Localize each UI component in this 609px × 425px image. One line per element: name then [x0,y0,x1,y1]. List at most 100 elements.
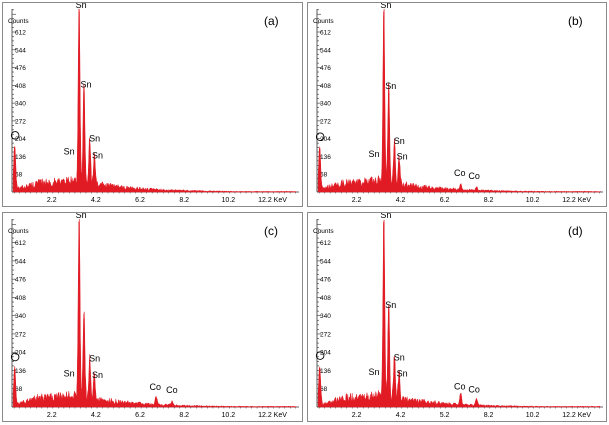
y-tick-label: 136 [320,154,331,161]
y-tick-label: 68 [15,172,23,179]
x-tick-label: 12.2 KeV [258,412,287,419]
peak-label-sn: Sn [76,213,87,220]
eds-spectrum-panel-c: Counts 612 544 476 408 340 272 204 136 68 2.2 4.2 6.… [2,212,303,422]
peak-label-sn: Sn [64,146,75,156]
eds-spectrum-panel-a: Counts 612 544 476 408 340 272 204 136 68 2.2 4.2 6.… [2,2,303,207]
y-tick-label: 408 [15,295,26,302]
eds-spectrum-panel-d: Counts 612 544 476 408 340 272 204 136 68 2.2 4.2 5.… [307,212,607,422]
y-tick-label: 204 [15,136,26,143]
peak-label-sn: Sn [394,352,405,362]
x-tick-label: 10.2 [222,412,236,419]
x-tick-label: 8.2 [484,197,494,204]
y-tick-label: 612 [15,240,26,247]
x-tick-label: 12.2 KeV [258,197,287,204]
peak-label-sn: Sn [80,80,91,90]
x-tick-label: 10.2 [222,197,236,204]
y-tick-label: 408 [320,295,331,302]
y-tick-label: 136 [15,368,26,375]
y-tick-label: 612 [320,240,331,247]
eds-spectrum-c-plot: Counts 612 544 476 408 340 272 204 136 68 2.2 4.2 6.… [8,213,299,419]
eds-spectrum-panel-b: Counts 612 544 476 408 340 272 204 136 68 2.2 4.2 6.… [307,2,607,207]
y-tick-label: 204 [320,136,331,143]
panel-letter-label: (b) [568,14,583,28]
x-tick-label: 12.2 KeV [562,412,591,419]
y-tick-label: 68 [320,386,328,393]
peak-label-o: O [13,356,18,362]
panel-letter-label: (c) [264,224,278,238]
y-tick-label: 340 [320,313,331,320]
peak-label-co: Co [468,171,480,181]
x-tick-label: 6.2 [135,412,145,419]
x-tick-label: 8.2 [179,412,189,419]
y-axis-title: Counts [313,228,334,235]
peak-label-sn: Sn [397,368,408,378]
y-tick-label: 544 [15,47,26,54]
eds-spectrum-a-plot: Counts 612 544 476 408 340 272 204 136 68 2.2 4.2 6.… [8,3,299,204]
x-tick-label: 6.2 [135,197,145,204]
peak-label-sn: Sn [89,354,100,364]
y-tick-label: 204 [15,350,26,357]
x-tick-label: 2.2 [352,412,362,419]
peak-label-o: O [318,135,323,141]
x-tick-label: 8.2 [179,197,189,204]
eds-spectrum-d-plot: Counts 612 544 476 408 340 272 204 136 68 2.2 4.2 5.… [313,213,603,419]
y-tick-label: 544 [320,47,331,54]
peak-label-sn: Sn [92,150,103,160]
x-tick-label: 2.2 [47,197,57,204]
peak-label-co: Co [166,385,178,395]
y-tick-label: 544 [320,258,331,265]
x-tick-label: 4.2 [91,412,101,419]
spectrum-area [317,8,601,193]
y-tick-label: 408 [15,83,26,90]
y-tick-label: 476 [320,65,331,72]
oxygen-label-circle [315,351,325,360]
y-tick-label: 340 [320,101,331,108]
peak-label-sn: Sn [385,81,396,91]
x-tick-label: 2.2 [352,197,362,204]
peak-label-co: Co [454,168,466,178]
eds-spectrum-b-plot: Counts 612 544 476 408 340 272 204 136 68 2.2 4.2 6.… [313,3,603,204]
y-tick-label: 272 [15,331,26,338]
x-tick-label: 4.2 [91,197,101,204]
y-tick-label: 612 [320,30,331,37]
peak-label-co: Co [150,382,162,392]
peak-label-sn: Sn [380,213,391,220]
y-tick-label: 68 [320,172,328,179]
peak-label-sn: Sn [368,367,379,377]
y-tick-label: 408 [320,83,331,90]
y-tick-label: 544 [15,258,26,265]
y-tick-label: 340 [15,101,26,108]
peak-label-o: O [318,354,323,360]
x-tick-label: 10.2 [526,197,540,204]
peak-label-sn: Sn [92,370,103,380]
y-tick-label: 272 [15,118,26,125]
y-tick-label: 272 [320,331,331,338]
spectrum-area [12,218,297,408]
y-tick-label: 476 [320,277,331,284]
y-tick-label: 68 [15,386,23,393]
x-tick-label: 10.2 [526,412,540,419]
peak-label-sn: Sn [397,152,408,162]
peak-label-sn: Sn [380,3,391,10]
y-tick-label: 136 [320,368,331,375]
oxygen-label-circle [315,132,325,141]
oxygen-label-circle [10,352,20,362]
spectrum-area [12,8,297,193]
y-tick-label: 136 [15,154,26,161]
oxygen-label-circle [10,131,20,140]
peak-label-sn: Sn [64,368,75,378]
x-tick-label: 5.2 [440,412,450,419]
x-tick-label: 8.2 [484,412,494,419]
y-tick-label: 204 [320,350,331,357]
peak-label-sn: Sn [89,133,100,143]
panel-letter-label: (d) [568,224,583,238]
y-axis-title: Counts [8,228,29,235]
y-tick-label: 476 [15,65,26,72]
y-axis-title: Counts [8,18,29,25]
x-tick-label: 4.2 [396,412,406,419]
spectrum-area [317,219,601,408]
y-tick-label: 612 [15,30,26,37]
x-tick-label: 2.2 [47,412,57,419]
peak-label-sn: Sn [76,3,87,10]
y-tick-label: 476 [15,277,26,284]
